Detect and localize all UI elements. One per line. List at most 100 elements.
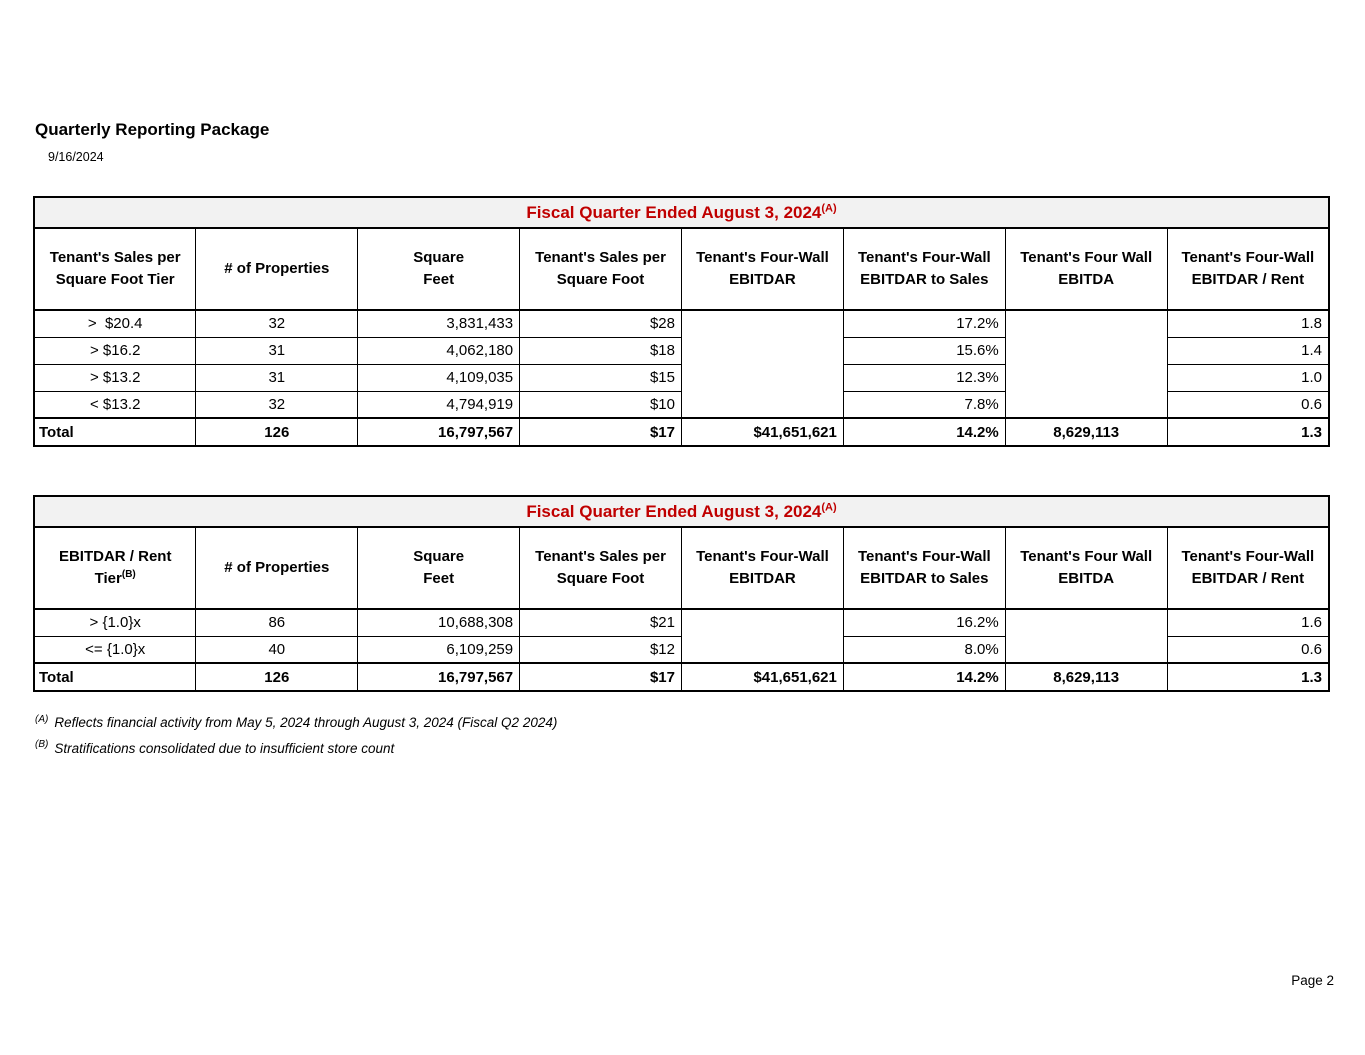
table-cell: 15.6% xyxy=(842,336,1006,365)
table-cell xyxy=(1004,636,1168,663)
column-header-row: EBITDAR / Rent Tier(B) # of Properties Squa… xyxy=(33,526,1330,610)
sales-per-sqft-tier-body: Fiscal Quarter Ended August 3, 2024(A) Te… xyxy=(33,197,1330,447)
footnote-text: Stratifications consolidated due to insu… xyxy=(54,740,395,756)
table-cell xyxy=(681,636,844,663)
column-header: # of Properties xyxy=(195,526,359,610)
table-cell: 32 xyxy=(195,309,359,338)
total-cell: 16,797,567 xyxy=(357,417,521,447)
column-header-line: Tenant's Four-Wall xyxy=(1181,548,1315,566)
column-header-line: Tenant's Four-Wall xyxy=(696,548,829,566)
column-header-line: EBITDA xyxy=(1058,570,1115,587)
footnotes: (A) Reflects financial activity from May … xyxy=(35,714,557,766)
column-header-line: Square xyxy=(413,548,465,566)
column-header: Tenant's Sales per Square Foot xyxy=(519,227,682,311)
column-header: Tenant's Four Wall EBITDA xyxy=(1004,526,1168,610)
table-cell: > $20.4 xyxy=(33,309,197,338)
total-cell: $41,651,621 xyxy=(681,662,844,692)
page-title: Quarterly Reporting Package xyxy=(35,120,270,139)
footnote: (B) Stratifications consolidated due to i… xyxy=(35,740,557,759)
total-cell: 16,797,567 xyxy=(357,662,521,692)
table-cell: 0.6 xyxy=(1166,390,1330,419)
total-cell: 126 xyxy=(195,662,359,692)
table-cell: 17.2% xyxy=(842,309,1006,338)
table-cell: $10 xyxy=(519,390,682,419)
column-header-line: EBITDAR to Sales xyxy=(860,570,989,587)
table-cell: $15 xyxy=(519,363,682,392)
column-header: # of Properties xyxy=(195,227,359,311)
table-cell: $21 xyxy=(519,608,682,637)
total-cell: Total xyxy=(33,417,197,447)
table-cell: $28 xyxy=(519,309,682,338)
report-date: 9/16/2024 xyxy=(48,150,104,164)
table-row: > $20.4 32 3,831,433 $28 17.2% 1.8 xyxy=(33,309,1330,338)
table-row: > $16.2 31 4,062,180 $18 15.6% 1.4 xyxy=(33,336,1330,365)
column-header: Tenant's Sales per Square Foot Tier xyxy=(33,227,197,311)
column-header-line: Square Foot xyxy=(556,271,645,288)
column-header: Tenant's Four-Wall EBITDAR / Rent xyxy=(1166,227,1330,311)
total-cell: $41,651,621 xyxy=(681,417,844,447)
ebitdar-rent-tier-body: Fiscal Quarter Ended August 3, 2024(A) EB… xyxy=(33,496,1330,692)
column-header: Tenant's Four-Wall EBITDAR xyxy=(681,227,844,311)
column-header: Tenant's Four-Wall EBITDAR / Rent xyxy=(1166,526,1330,610)
table-cell: 4,062,180 xyxy=(357,336,521,365)
table-row: <= {1.0}x 40 6,109,259 $12 8.0% 0.6 xyxy=(33,635,1330,664)
table-cell: 1.0 xyxy=(1166,363,1330,392)
table-cell xyxy=(681,337,844,364)
table-cell: 16.2% xyxy=(842,608,1006,637)
column-header: Tenant's Four-Wall EBITDAR xyxy=(681,526,844,610)
header-footnote-marker: (B) xyxy=(121,569,136,580)
table-row: < $13.2 32 4,794,919 $10 7.8% 0.6 xyxy=(33,390,1330,419)
table-banner-row: Fiscal Quarter Ended August 3, 2024(A) xyxy=(34,197,1329,229)
column-header-line: Square Foot Tier xyxy=(55,271,175,288)
table-cell: 31 xyxy=(195,336,359,365)
column-header-line: Tenant's Sales per xyxy=(535,548,666,566)
table-cell: 10,688,308 xyxy=(357,608,521,637)
table-cell xyxy=(681,391,844,418)
total-cell: 1.3 xyxy=(1166,417,1330,447)
column-header-line: Tenant's Four Wall xyxy=(1020,548,1153,566)
column-header-line: EBITDAR / Rent xyxy=(58,548,172,566)
table-cell xyxy=(1004,391,1168,418)
table-row: > {1.0}x 86 10,688,308 $21 16.2% 1.6 xyxy=(33,608,1330,637)
footnote: (A) Reflects financial activity from May … xyxy=(35,714,557,733)
table-cell: 40 xyxy=(195,635,359,664)
sales-per-sqft-tier-table: Fiscal Quarter Ended August 3, 2024(A) Te… xyxy=(33,196,1330,447)
table-cell: > $13.2 xyxy=(33,363,197,392)
tables-container: Fiscal Quarter Ended August 3, 2024(A) Te… xyxy=(33,196,1330,692)
total-cell: $17 xyxy=(519,662,682,692)
column-header-line: # of Properties xyxy=(224,559,330,577)
column-header-line: EBITDAR xyxy=(729,271,796,288)
table-cell: <= {1.0}x xyxy=(33,635,197,664)
table-cell: 1.6 xyxy=(1166,608,1330,637)
table-cell: $18 xyxy=(519,336,682,365)
column-header: Tenant's Four-Wall EBITDAR to Sales xyxy=(842,227,1006,311)
column-header-line: EBITDA xyxy=(1058,271,1115,288)
column-header-line: Tenant's Four-Wall xyxy=(696,249,829,267)
total-cell: $17 xyxy=(519,417,682,447)
table-cell: 4,794,919 xyxy=(357,390,521,419)
total-cell: 8,629,113 xyxy=(1004,417,1168,447)
table-cell: 3,831,433 xyxy=(357,309,521,338)
table-cell: 1.4 xyxy=(1166,336,1330,365)
column-header-line: # of Properties xyxy=(224,260,330,278)
table-cell: 86 xyxy=(195,608,359,637)
table-cell: $12 xyxy=(519,635,682,664)
total-cell: 14.2% xyxy=(842,662,1006,692)
column-header-line: Feet xyxy=(423,570,455,587)
table-cell: > $16.2 xyxy=(33,336,197,365)
column-header-line: Tenant's Four Wall xyxy=(1020,249,1153,267)
table-cell: 31 xyxy=(195,363,359,392)
table-cell: 6,109,259 xyxy=(357,635,521,664)
table-cell: > {1.0}x xyxy=(33,608,197,637)
column-header: Tenant's Four Wall EBITDA xyxy=(1004,227,1168,311)
table-cell: 7.8% xyxy=(842,390,1006,419)
column-header-line: EBITDAR xyxy=(729,570,796,587)
table-cell xyxy=(1004,337,1168,364)
total-row: Total 126 16,797,567 $17 $41,651,621 14.2% 8,6… xyxy=(33,662,1330,692)
column-header-line: Square xyxy=(413,249,465,267)
table-cell: 4,109,035 xyxy=(357,363,521,392)
column-header-line: Tenant's Four-Wall xyxy=(1181,249,1315,267)
table-cell xyxy=(681,609,844,636)
total-cell: 8,629,113 xyxy=(1004,662,1168,692)
table-banner-row: Fiscal Quarter Ended August 3, 2024(A) xyxy=(34,496,1329,528)
